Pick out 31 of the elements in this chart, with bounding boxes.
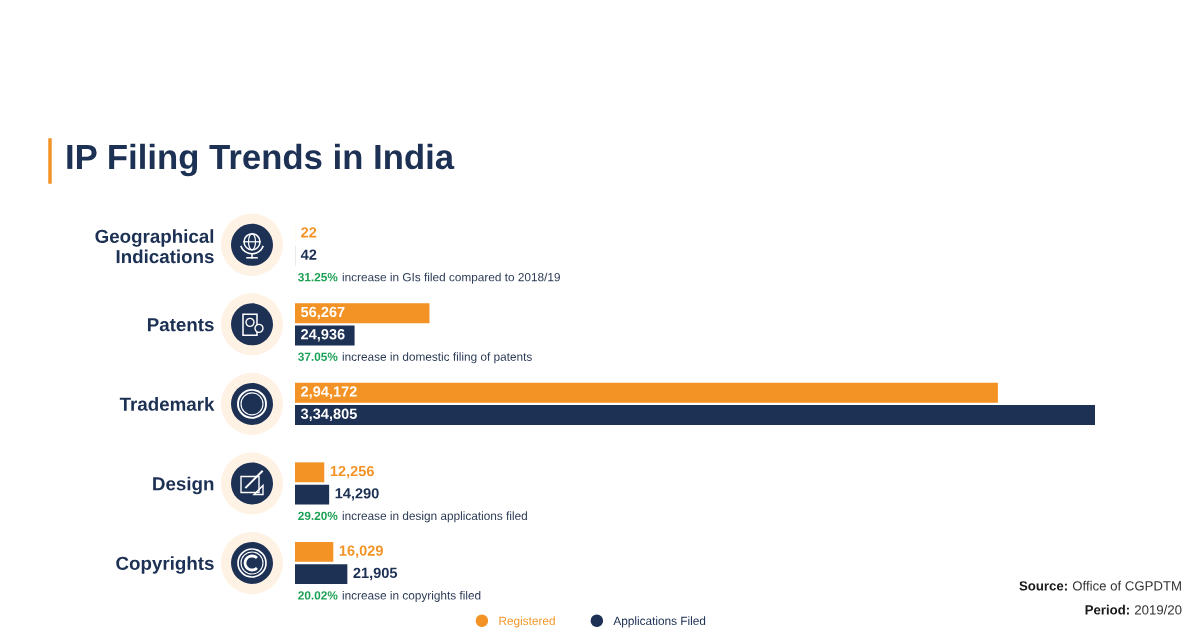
data-label: 22 — [301, 227, 317, 238]
text: Source: Office of CGPDTM — [1019, 580, 1181, 591]
data-label: 12,256 — [330, 465, 374, 479]
legend-label: Registered — [499, 616, 555, 628]
legend-label: Applications Filed — [613, 616, 706, 628]
bar — [295, 462, 325, 483]
bar — [295, 564, 348, 585]
bar — [295, 541, 334, 562]
y-tick-label: Trademark — [119, 397, 215, 411]
y-tick-label: Design — [153, 476, 214, 495]
annotation: 37.05% increase in domestic filing of patents — [298, 352, 532, 364]
data-label: 42 — [300, 249, 317, 260]
bar — [295, 382, 998, 403]
data-label: 16,029 — [339, 545, 383, 558]
text: Period: 2019/20 — [1085, 604, 1182, 615]
annotation: 20.02% increase in copyrights filed — [298, 590, 481, 602]
data-label: 2,94,172 — [301, 386, 357, 399]
bar — [295, 405, 1095, 425]
data-label: 56,267 — [301, 306, 345, 320]
annotation: 31.25% increase in GIs filed compared to 2018/19 — [298, 272, 560, 284]
data-label: 21,905 — [353, 567, 398, 581]
y-tick-label: Copyrights — [116, 556, 214, 574]
data-label: 3,34,805 — [300, 408, 357, 422]
data-label: 24,936 — [301, 329, 345, 342]
data-label: 14,290 — [335, 488, 379, 501]
y-tick-label: Geographical Indications — [95, 229, 214, 264]
annotation: 29.20% increase in design applications filed — [298, 511, 527, 523]
bar — [295, 484, 330, 505]
bar — [295, 303, 430, 324]
chart-title: IP Filing Trends in India — [67, 143, 455, 177]
y-tick-label: Patents — [147, 318, 214, 332]
